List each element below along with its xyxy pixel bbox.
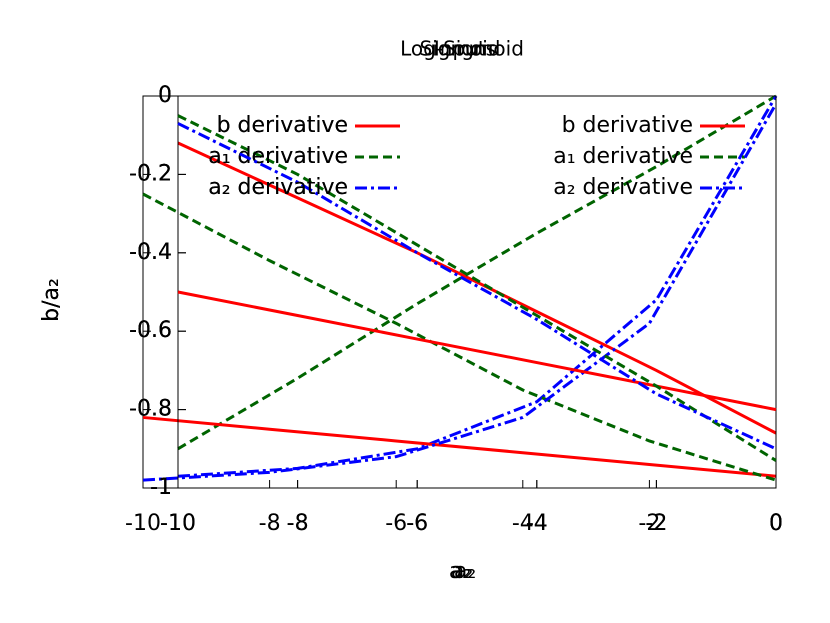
series-line <box>177 141 777 435</box>
chart-title: Sigmoid <box>420 37 501 61</box>
x-tick-label: -4 <box>512 511 534 536</box>
legend-label: b derivative <box>562 113 693 138</box>
series-line <box>177 114 777 462</box>
legend-label: a₂ derivative <box>208 175 348 200</box>
y-tick-label: -0.2 <box>129 161 172 186</box>
legend-label: b derivative <box>217 113 348 138</box>
y-tick-label: -0.4 <box>129 240 172 265</box>
x-tick-label: -6 <box>406 511 428 536</box>
series-line <box>177 95 778 478</box>
x-tick-label: -8 <box>287 511 309 536</box>
x-tick-label: -8 <box>259 511 281 536</box>
chart-title: Log-Sigmoid <box>400 37 524 61</box>
y-tick-label: -1 <box>150 475 172 500</box>
y-tick-label: -0.6 <box>129 318 172 343</box>
x-tick-label: 0 <box>769 511 783 536</box>
y-tick-label: -0.6 <box>129 318 172 343</box>
x-axis-label: a₂ <box>451 559 473 584</box>
x-tick-label: 0 <box>769 511 783 536</box>
x-tick-label: -8 <box>287 511 309 536</box>
x-axis-label: a₂ <box>454 559 476 584</box>
series-line <box>142 192 777 482</box>
x-tick-label: -4 <box>526 511 548 536</box>
x-tick-label: -2 <box>645 511 667 536</box>
legend-label: a₁ derivative <box>208 144 348 169</box>
legend-label: b derivative <box>217 113 348 138</box>
y-axis-label: b/a₂ <box>39 278 64 322</box>
y-tick-label: -0.8 <box>129 397 172 422</box>
legend-label: a₂ derivative <box>208 175 348 200</box>
x-axis-label: a₂ <box>449 559 471 584</box>
series-line <box>142 415 777 478</box>
x-tick-label: -6 <box>406 511 428 536</box>
x-tick-label: -6 <box>385 511 407 536</box>
y-tick-label: -0.4 <box>129 240 172 265</box>
series-line <box>177 94 777 451</box>
x-tick-label: 0 <box>769 511 783 536</box>
x-tick-label: -10 <box>160 511 196 536</box>
y-tick-label: -0.2 <box>129 161 172 186</box>
y-tick-label: -1 <box>150 475 172 500</box>
chart-title: Inputs <box>434 37 496 61</box>
series-line <box>142 103 778 482</box>
y-tick-label: 0 <box>158 83 172 108</box>
series-line <box>177 122 777 451</box>
x-tick-label: -10 <box>125 511 161 536</box>
y-axis-label: b/a₂ <box>39 278 64 322</box>
y-tick-label: 0 <box>158 83 172 108</box>
x-tick-label: -4 <box>526 511 548 536</box>
x-tick-label: -10 <box>160 511 196 536</box>
x-tick-label: -2 <box>645 511 667 536</box>
legend-label: a₂ derivative <box>553 175 693 200</box>
series-line <box>177 290 777 412</box>
y-axis-label: b/a₂ <box>39 278 64 322</box>
legend-label: a₁ derivative <box>208 144 348 169</box>
legend-label: a₁ derivative <box>553 144 693 169</box>
y-tick-label: -0.4 <box>129 240 172 265</box>
x-tick-label: -2 <box>638 511 660 536</box>
